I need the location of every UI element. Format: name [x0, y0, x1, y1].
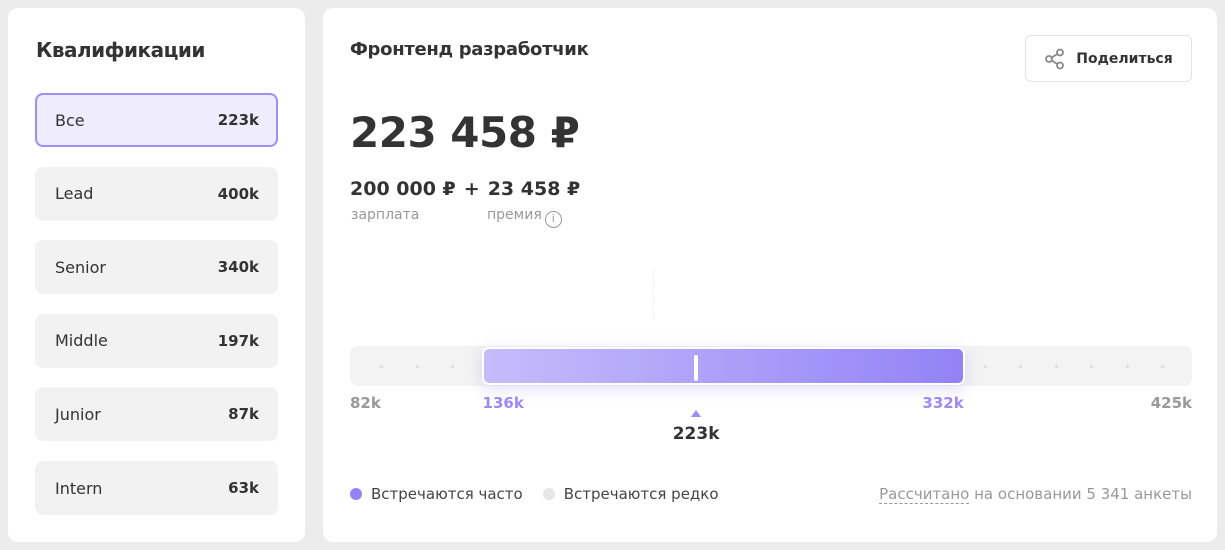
- item-label: Lead: [55, 184, 94, 204]
- total-salary: 223 458 ₽: [350, 108, 580, 157]
- item-value: 63k: [228, 479, 259, 497]
- salary-range-bar: [481, 347, 965, 385]
- item-label: Junior: [55, 404, 101, 424]
- track-dot: [1019, 365, 1022, 368]
- salary-value: 200 000 ₽: [350, 178, 456, 200]
- frequent-dot-icon: [350, 488, 362, 500]
- calculation-note: Рассчитано на основании 5 341 анкеты: [879, 485, 1192, 504]
- item-value: 400k: [217, 184, 259, 203]
- item-label: Все: [55, 110, 85, 130]
- item-value: 197k: [217, 331, 259, 350]
- track-dot: [983, 365, 987, 368]
- track-dot: [1054, 365, 1058, 368]
- item-value: 87k: [228, 405, 259, 424]
- item-value: 340k: [217, 258, 259, 277]
- share-label: Поделиться: [1076, 50, 1173, 67]
- calculation-link[interactable]: Рассчитано: [879, 485, 970, 504]
- median-marker: [694, 355, 699, 381]
- item-value: 223k: [217, 111, 259, 129]
- item-label: Senior: [55, 257, 106, 277]
- bonus-value: 23 458 ₽: [487, 178, 581, 200]
- qualification-item-senior[interactable]: Senior 340k: [35, 240, 278, 295]
- plus-sign: +: [463, 178, 480, 200]
- track-dot: [1161, 365, 1164, 368]
- share-icon: [1045, 48, 1065, 69]
- median-pointer-icon: [691, 410, 702, 417]
- rare-dot-icon: [542, 488, 555, 500]
- legend-rare: Встречаются редко: [563, 485, 719, 503]
- salary-range-track: [350, 346, 1192, 386]
- bonus-label: премия: [487, 207, 542, 223]
- median-label: 223k: [672, 424, 720, 444]
- legend: Встречаются часто Встречаются редко: [350, 485, 719, 503]
- qualification-item-все[interactable]: Все 223k: [35, 93, 278, 147]
- low-label: 136k: [482, 394, 524, 412]
- item-label: Middle: [55, 331, 108, 351]
- track-dot: [380, 365, 383, 368]
- qualification-item-intern[interactable]: Intern 63k: [35, 461, 278, 515]
- track-dot: [1090, 365, 1093, 368]
- track-dot: [451, 365, 454, 368]
- divider: [653, 270, 654, 320]
- qualification-item-lead[interactable]: Lead 400k: [35, 166, 278, 221]
- min-label: 82k: [350, 394, 381, 412]
- qualifications-panel: Квалификации Все 223k Lead 400k Senior 340k Mi…: [8, 8, 305, 542]
- qualification-item-junior[interactable]: Junior 87k: [35, 387, 278, 442]
- track-dot: [415, 365, 419, 368]
- qualification-item-middle[interactable]: Middle 197k: [35, 313, 278, 368]
- salary-panel: Фронтенд разработчик Поделиться 223 458 …: [323, 8, 1217, 542]
- info-icon[interactable]: i: [544, 211, 562, 228]
- panel-title: Квалификации: [36, 38, 205, 62]
- max-label: 425k: [1150, 394, 1192, 412]
- item-label: Intern: [55, 478, 103, 498]
- track-dot: [1125, 365, 1129, 368]
- legend-frequent: Встречаются часто: [371, 485, 523, 503]
- salary-label: зарплата: [351, 207, 420, 223]
- share-button[interactable]: Поделиться: [1025, 35, 1192, 82]
- page-title: Фронтенд разработчик: [350, 39, 589, 60]
- note-text: на основании 5 341 анкеты: [969, 485, 1192, 503]
- high-label: 332k: [922, 394, 964, 412]
